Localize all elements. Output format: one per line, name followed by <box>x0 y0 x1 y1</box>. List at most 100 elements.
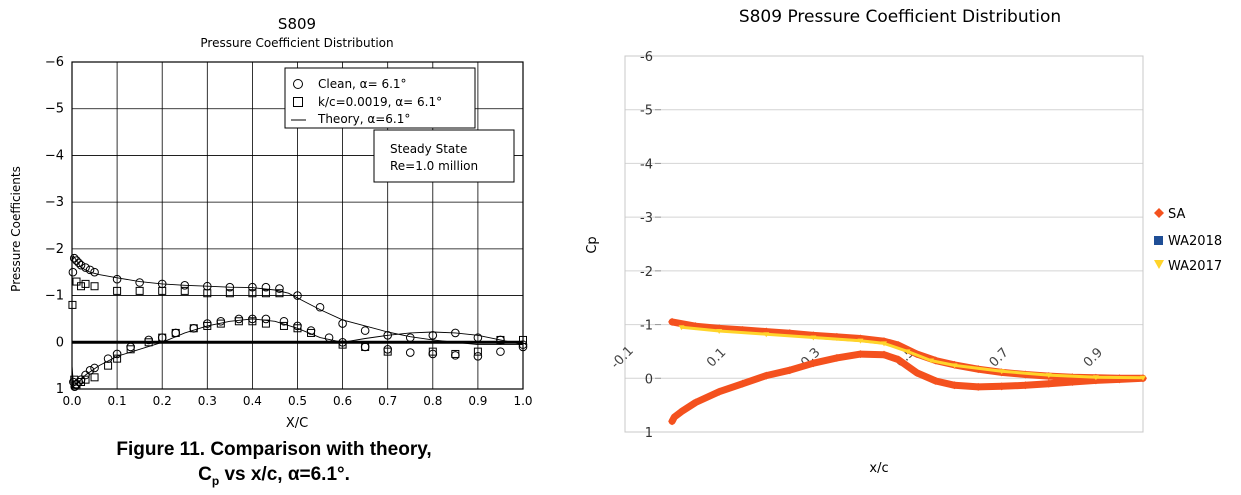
wa2017-data-point <box>1045 373 1052 379</box>
right-y-tick-label: -3 <box>640 211 653 226</box>
clean-data-point <box>72 256 81 265</box>
rough-data-point <box>248 289 257 298</box>
left-x-tick-label: 0.6 <box>333 394 352 408</box>
legend-sa-diamond <box>1154 208 1164 218</box>
wa2017-data-point <box>904 349 911 355</box>
clean-data-point <box>135 278 144 287</box>
caption-p-subscript: p <box>211 473 220 488</box>
right-x-tick-label: 0.1 <box>704 345 729 370</box>
wa2017-data-point <box>810 335 817 341</box>
rough-data-point <box>203 289 212 298</box>
wa2017-data-point <box>1092 375 1099 381</box>
legend-entry-wa2018: WA2018 <box>1168 234 1222 249</box>
right-y-tick-label: -4 <box>640 157 653 172</box>
sa-data-point <box>997 382 1006 391</box>
rough-data-point <box>428 347 437 356</box>
sa-data-point <box>785 366 794 375</box>
theory-line <box>71 254 524 386</box>
left-chart-panel: S809 Pressure Coefficient Distribution 0… <box>0 0 560 491</box>
clean-data-point <box>428 330 438 340</box>
clean-data-point <box>405 348 415 357</box>
wa2017-data-point <box>881 341 887 347</box>
rough-data-point <box>158 286 167 295</box>
rough-data-point <box>126 345 135 354</box>
clean-data-point <box>112 274 122 284</box>
clean-data-point <box>306 326 316 335</box>
sa-data-point <box>974 382 983 391</box>
wa2017-data-point <box>1140 375 1146 381</box>
left-plot-area <box>68 253 528 391</box>
left-plot-frame <box>71 61 524 390</box>
rough-data-point <box>279 321 288 330</box>
legend-entry-sa: SA <box>1168 207 1185 222</box>
legend-entry-rough: k/c=0.0019, α= 6.1° <box>318 95 442 109</box>
wa2017-data-point <box>716 329 723 335</box>
rough-data-point <box>180 286 189 295</box>
sa-data-point <box>1068 378 1077 387</box>
right-y-tick-label: 1 <box>645 426 653 441</box>
left-x-tick-label: 0.4 <box>243 394 262 408</box>
clean-data-point <box>69 253 79 263</box>
rough-data-point <box>361 342 370 351</box>
sa-data-point <box>670 412 679 421</box>
sa-data-point <box>715 387 724 396</box>
rough-data-point <box>293 324 302 333</box>
left-x-tick-label: 0.7 <box>378 394 397 408</box>
left-y-tick-label: −5 <box>45 102 64 117</box>
right-chart-title: S809 Pressure Coefficient Distribution <box>739 7 1061 27</box>
rough-data-point <box>113 286 122 295</box>
left-y-tick-label: −2 <box>45 242 64 257</box>
legend-square-marker <box>293 97 303 107</box>
annotation-reynolds: Re=1.0 million <box>390 159 478 173</box>
rough-data-point <box>261 289 270 298</box>
rough-data-point <box>113 354 122 363</box>
rough-data-point <box>519 335 527 344</box>
sa-data-point <box>832 353 841 362</box>
caption-rest: vs x/c, α=6.1°. <box>219 464 350 485</box>
right-y-axis-label: Cp <box>585 236 600 253</box>
rough-data-point <box>90 373 99 382</box>
rough-data-point <box>68 300 77 309</box>
left-annotation-box: Steady State Re=1.0 million <box>373 129 515 183</box>
clean-data-point <box>261 314 271 324</box>
rough-data-point <box>72 277 81 286</box>
wa2017-data-point <box>678 325 685 331</box>
sa-data-point <box>1021 381 1030 390</box>
left-chart: S809 Pressure Coefficient Distribution 0… <box>9 15 533 431</box>
sa-data-point <box>894 355 903 364</box>
clean-data-point <box>451 351 460 360</box>
clean-data-point <box>68 267 78 277</box>
right-y-tick-label: -2 <box>640 265 653 280</box>
legend-entry-theory: Theory, α=6.1° <box>317 112 410 126</box>
left-x-tick-label: 0.5 <box>288 394 307 408</box>
sa-data-point <box>856 350 865 359</box>
left-x-tick-label: 1.0 <box>513 394 532 408</box>
right-y-tick-label: -1 <box>640 319 653 334</box>
rough-data-point <box>81 279 90 288</box>
right-plot-area <box>668 317 1147 426</box>
right-y-tick-label: -6 <box>640 50 653 65</box>
clean-data-point <box>261 282 271 292</box>
legend-wa2018-square <box>1154 236 1163 245</box>
right-plot-frame <box>624 55 1144 433</box>
left-x-tick-label: 0.8 <box>423 394 442 408</box>
right-legend: SA WA2018 WA2017 <box>1154 207 1222 274</box>
left-y-tick-label: −3 <box>45 195 64 210</box>
right-y-tick-label: 0 <box>645 372 653 387</box>
clean-data-point <box>76 260 86 270</box>
rough-data-point <box>338 340 347 349</box>
clean-data-point <box>90 267 99 277</box>
rough-data-point <box>77 377 86 386</box>
right-x-tick-label: -0.1 <box>608 344 637 373</box>
rough-data-point <box>81 375 90 384</box>
right-chart-panel: S809 Pressure Coefficient Distribution -… <box>570 0 1241 491</box>
rough-data-point <box>234 317 243 326</box>
sa-data-point <box>912 368 921 377</box>
clean-data-point <box>126 342 135 352</box>
annotation-steady-state: Steady State <box>390 142 467 156</box>
rough-data-point <box>144 338 153 347</box>
rough-data-point <box>104 361 113 370</box>
wa2017-data-point <box>857 338 864 344</box>
left-x-tick-label: 0.3 <box>198 394 217 408</box>
sa-data-point <box>762 371 771 380</box>
